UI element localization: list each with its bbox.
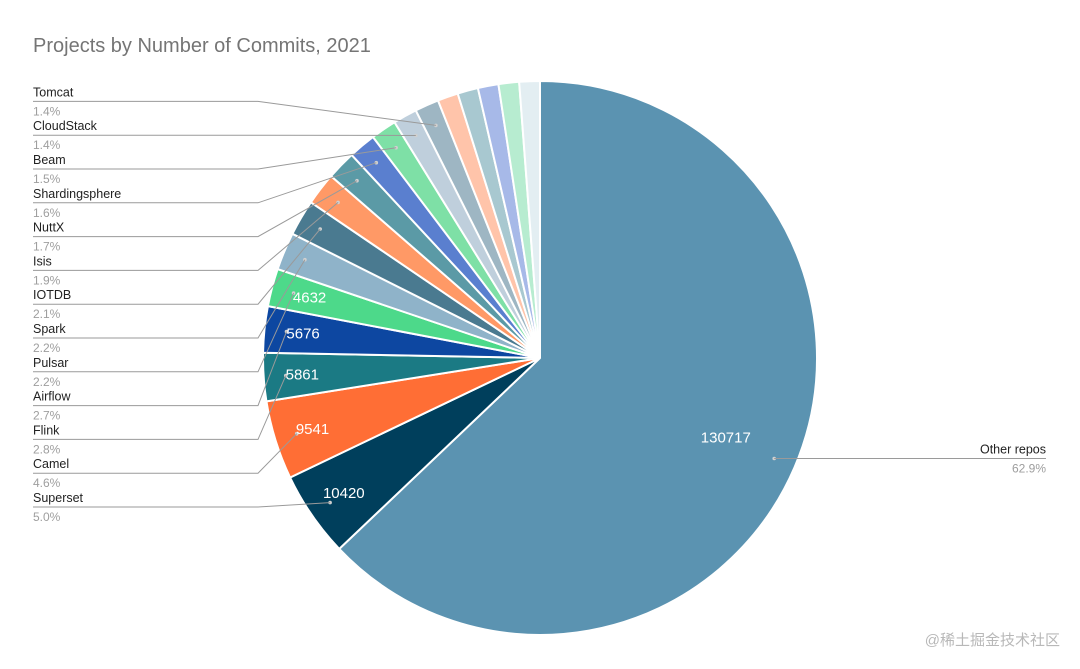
legend-label-beam: Beam: [33, 153, 66, 167]
chart-title: Projects by Number of Commits, 2021: [33, 35, 371, 57]
legend-label-other-repos: Other repos: [980, 443, 1046, 457]
legend-percent-iotdb: 2.1%: [33, 307, 61, 321]
legend-label-iotdb: IOTDB: [33, 288, 71, 302]
callout-lines: [33, 100, 1046, 508]
callout-line-nuttx: [33, 180, 358, 238]
legend-percent-camel: 4.6%: [33, 476, 61, 490]
callout-line-spark: [33, 259, 306, 339]
legend-label-isis: Isis: [33, 254, 52, 268]
value-label-airflow: 5676: [286, 325, 319, 342]
value-label-pulsar: 4632: [293, 289, 326, 306]
callout-line-tomcat: [33, 100, 436, 126]
legend-percent-nuttx: 1.7%: [33, 240, 61, 254]
legend-label-flink: Flink: [33, 423, 60, 437]
legend-label-shardingsphere: Shardingsphere: [33, 187, 121, 201]
legend-percent-shardingsphere: 1.6%: [33, 206, 61, 220]
callout-line-flink: [33, 375, 287, 440]
legend-percent-other-repos: 62.9%: [1012, 462, 1046, 476]
callout-line-shardingsphere: [33, 162, 377, 204]
legend-percent-tomcat: 1.4%: [33, 104, 61, 118]
callout-dot-superset: [328, 500, 332, 505]
legend-percent-pulsar: 2.2%: [33, 375, 61, 389]
legend-percent-beam: 1.5%: [33, 172, 61, 186]
legend-percent-isis: 1.9%: [33, 273, 61, 287]
legend-percent-airflow: 2.7%: [33, 409, 61, 423]
callout-line-superset: [33, 502, 331, 508]
legend-label-spark: Spark: [33, 322, 66, 336]
callout-line-camel: [33, 433, 298, 474]
legend-label-cloudstack: CloudStack: [33, 119, 98, 133]
callout-line-isis: [33, 202, 339, 271]
slice-labels: 130717 Other repos 62.9% 10420 Superset 5.0% 9…: [33, 85, 1046, 524]
legend-label-pulsar: Pulsar: [33, 356, 68, 370]
legend-label-camel: Camel: [33, 457, 69, 471]
legend-label-tomcat: Tomcat: [33, 85, 74, 99]
value-label-flink: 5861: [286, 367, 319, 384]
legend-percent-flink: 2.8%: [33, 442, 61, 456]
value-label-other-repos: 130717: [701, 430, 751, 447]
callout-dot-beam: [394, 145, 398, 150]
pie-slices: [262, 79, 818, 636]
callout-line-airflow: [33, 331, 287, 407]
legend-label-superset: Superset: [33, 491, 84, 505]
value-label-camel: 9541: [296, 421, 329, 438]
legend-label-airflow: Airflow: [33, 390, 71, 404]
watermark: @稀土掘金技术社区: [925, 632, 1060, 649]
callout-line-beam: [33, 147, 397, 170]
callout-dot-tomcat: [434, 123, 438, 128]
callout-line-iotdb: [33, 228, 321, 305]
legend-label-nuttx: NuttX: [33, 221, 65, 235]
legend-percent-cloudstack: 1.4%: [33, 138, 61, 152]
callout-line-pulsar: [33, 292, 295, 373]
legend-percent-superset: 5.0%: [33, 510, 61, 524]
legend-percent-spark: 2.2%: [33, 341, 61, 355]
pie-slice-unlabeled-18: [518, 79, 541, 359]
value-label-superset: 10420: [323, 485, 365, 502]
pie-slice-other-repos: [337, 79, 818, 636]
